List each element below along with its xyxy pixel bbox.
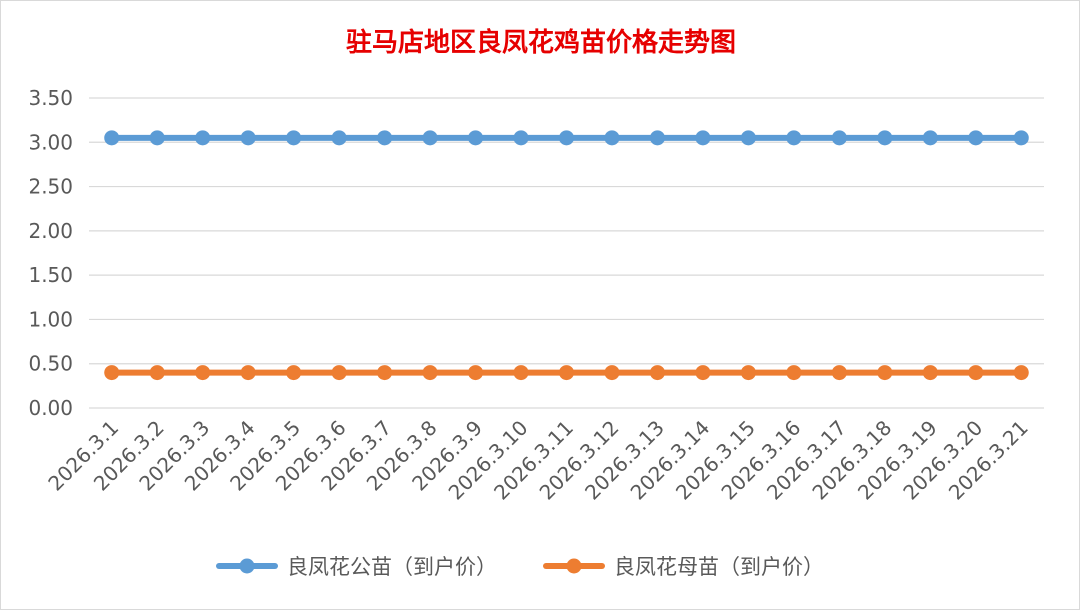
- y-tick-label: 3.50: [28, 86, 73, 110]
- data-point: [331, 130, 347, 146]
- data-point: [786, 130, 802, 146]
- data-point: [604, 365, 620, 381]
- y-tick-label: 2.50: [28, 175, 73, 199]
- legend-label: 良凤花母苗（到户价）: [614, 555, 824, 579]
- data-point: [922, 365, 938, 381]
- data-point: [740, 365, 756, 381]
- data-point: [604, 130, 620, 146]
- data-point: [240, 130, 256, 146]
- data-point: [968, 130, 984, 146]
- x-axis-tick-labels: 2026.3.12026.3.22026.3.32026.3.42026.3.5…: [43, 416, 1032, 505]
- data-point: [968, 365, 984, 381]
- legend-marker: [566, 558, 582, 574]
- data-point: [695, 130, 711, 146]
- data-point: [422, 130, 438, 146]
- data-point: [286, 365, 302, 381]
- data-point: [559, 365, 574, 381]
- data-point: [468, 130, 484, 146]
- data-point: [922, 130, 938, 146]
- y-tick-label: 0.50: [28, 352, 73, 376]
- data-point: [422, 365, 438, 381]
- data-point: [513, 130, 529, 146]
- data-point: [240, 365, 256, 381]
- legend: 良凤花公苗（到户价） 良凤花母苗（到户价）: [216, 555, 824, 579]
- data-point: [559, 130, 574, 146]
- chart-title: 驻马店地区良凤花鸡苗价格走势图: [346, 27, 736, 58]
- data-point: [877, 130, 893, 146]
- data-point: [877, 365, 893, 381]
- data-point: [149, 365, 165, 381]
- data-point: [649, 130, 665, 146]
- data-point: [831, 130, 847, 146]
- data-point: [786, 365, 802, 381]
- data-point: [1013, 365, 1029, 381]
- data-point: [331, 365, 347, 381]
- data-point: [831, 365, 847, 381]
- y-axis-tick-labels: 0.00 0.50 1.00 1.50 2.00 2.50 3.00 3.50: [28, 86, 73, 420]
- data-point: [195, 365, 211, 381]
- data-point: [695, 365, 711, 381]
- data-point: [195, 130, 211, 146]
- data-point: [1013, 130, 1029, 146]
- data-point: [377, 130, 393, 146]
- data-point: [649, 365, 665, 381]
- data-point: [468, 365, 484, 381]
- y-tick-label: 1.50: [28, 263, 73, 287]
- data-point: [286, 130, 302, 146]
- y-tick-label: 3.00: [28, 130, 73, 154]
- legend-marker: [239, 558, 255, 574]
- data-point: [740, 130, 756, 146]
- y-tick-label: 1.00: [28, 307, 73, 331]
- data-point: [377, 365, 393, 381]
- series-1: [104, 130, 1029, 146]
- y-tick-label: 0.00: [28, 396, 73, 420]
- data-point: [104, 365, 120, 381]
- data-point: [513, 365, 529, 381]
- series-group: [104, 130, 1029, 381]
- series-2: [104, 365, 1029, 381]
- legend-item: 良凤花母苗（到户价）: [543, 555, 824, 579]
- legend-label: 良凤花公苗（到户价）: [287, 555, 497, 579]
- data-point: [104, 130, 120, 146]
- y-tick-label: 2.00: [28, 219, 73, 243]
- data-point: [149, 130, 165, 146]
- legend-item: 良凤花公苗（到户价）: [216, 555, 497, 579]
